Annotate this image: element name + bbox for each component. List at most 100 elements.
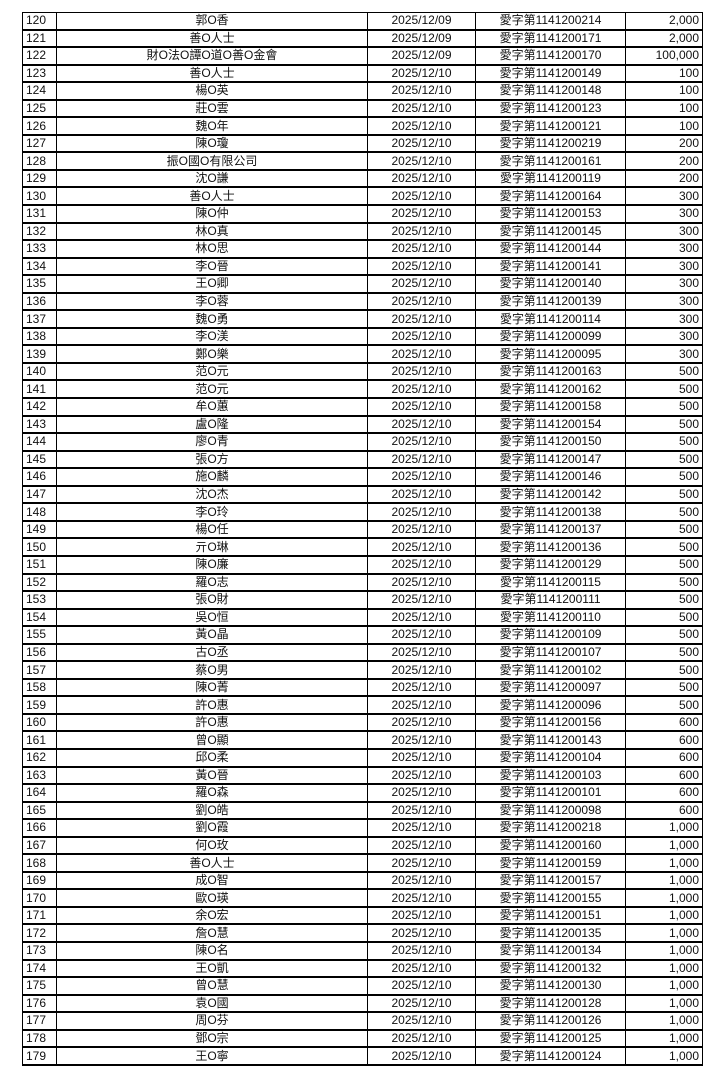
table-row: 134 李O晉 2025/12/10 愛字第1141200141 300 <box>22 257 703 276</box>
amount: 600 <box>625 730 703 750</box>
row-number: 158 <box>22 678 57 697</box>
receipt-number: 愛字第1141200160 <box>475 836 626 855</box>
donor-name: 林O真 <box>56 222 368 241</box>
receipt-number: 愛字第1141200099 <box>475 327 626 346</box>
row-number: 141 <box>22 379 57 399</box>
amount: 1,000 <box>625 976 703 996</box>
donation-date: 2025/12/10 <box>367 713 476 732</box>
donation-date: 2025/12/10 <box>367 573 476 592</box>
table-row: 158 陳O菁 2025/12/10 愛字第1141200097 500 <box>22 678 703 697</box>
row-number: 120 <box>22 11 57 31</box>
receipt-number: 愛字第1141200141 <box>475 257 626 276</box>
amount: 100 <box>625 81 703 101</box>
donation-date: 2025/12/10 <box>367 678 476 697</box>
row-number: 128 <box>22 151 57 171</box>
row-number: 138 <box>22 327 57 346</box>
receipt-number: 愛字第1141200115 <box>475 573 626 592</box>
receipt-number: 愛字第1141200164 <box>475 186 626 206</box>
amount: 500 <box>625 573 703 592</box>
table-row: 129 沈O謙 2025/12/10 愛字第1141200119 200 <box>22 169 703 188</box>
donor-name: 鄧O宗 <box>56 1029 368 1048</box>
table-row: 147 沈O杰 2025/12/10 愛字第1141200142 500 <box>22 485 703 504</box>
donation-date: 2025/12/10 <box>367 976 476 996</box>
row-number: 147 <box>22 485 57 504</box>
donor-name: 善O人士 <box>56 853 368 873</box>
amount: 300 <box>625 344 703 364</box>
row-number: 166 <box>22 818 57 838</box>
amount: 500 <box>625 643 703 662</box>
row-number: 134 <box>22 257 57 276</box>
amount: 500 <box>625 590 703 610</box>
table-row: 168 善O人士 2025/12/10 愛字第1141200159 1,000 <box>22 853 703 873</box>
table-row: 137 魏O勇 2025/12/10 愛字第1141200114 300 <box>22 309 703 329</box>
donor-name: 李O玲 <box>56 502 368 522</box>
receipt-number: 愛字第1141200156 <box>475 713 626 732</box>
donation-date: 2025/12/09 <box>367 29 476 48</box>
receipt-number: 愛字第1141200157 <box>475 871 626 890</box>
donor-name: 沈O謙 <box>56 169 368 188</box>
donation-date: 2025/12/10 <box>367 853 476 873</box>
donor-name: 陳O瓊 <box>56 134 368 153</box>
row-number: 161 <box>22 730 57 750</box>
amount: 500 <box>625 660 703 680</box>
table-row: 145 張O方 2025/12/10 愛字第1141200147 500 <box>22 450 703 469</box>
amount: 300 <box>625 204 703 224</box>
amount: 300 <box>625 309 703 329</box>
table-row: 156 古O丞 2025/12/10 愛字第1141200107 500 <box>22 643 703 662</box>
donation-table: 120 郭O香 2025/12/09 愛字第1141200214 2,000 121 善O人… <box>22 11 703 1066</box>
donor-name: 劉O皓 <box>56 801 368 820</box>
receipt-number: 愛字第1141200143 <box>475 730 626 750</box>
table-row: 121 善O人士 2025/12/09 愛字第1141200171 2,000 <box>22 29 703 48</box>
table-row: 139 鄭O樂 2025/12/10 愛字第1141200095 300 <box>22 344 703 364</box>
donation-date: 2025/12/10 <box>367 397 476 417</box>
donor-name: 范O元 <box>56 379 368 399</box>
row-number: 176 <box>22 994 57 1013</box>
amount: 1,000 <box>625 871 703 890</box>
donor-name: 陳O菁 <box>56 678 368 697</box>
donation-date: 2025/12/10 <box>367 81 476 101</box>
receipt-number: 愛字第1141200124 <box>475 1046 626 1066</box>
row-number: 167 <box>22 836 57 855</box>
receipt-number: 愛字第1141200107 <box>475 643 626 662</box>
amount: 500 <box>625 695 703 715</box>
table-row: 165 劉O皓 2025/12/10 愛字第1141200098 600 <box>22 801 703 820</box>
row-number: 154 <box>22 608 57 627</box>
table-row: 149 楊O任 2025/12/10 愛字第1141200137 500 <box>22 520 703 539</box>
table-row: 151 陳O廉 2025/12/10 愛字第1141200129 500 <box>22 555 703 574</box>
donor-name: 盧O隆 <box>56 415 368 434</box>
row-number: 148 <box>22 502 57 522</box>
table-row: 160 許O惠 2025/12/10 愛字第1141200156 600 <box>22 713 703 732</box>
table-row: 133 林O思 2025/12/10 愛字第1141200144 300 <box>22 239 703 259</box>
donor-name: 牟O蕙 <box>56 397 368 417</box>
table-row: 171 余O宏 2025/12/10 愛字第1141200151 1,000 <box>22 906 703 925</box>
donor-name: 詹O慧 <box>56 923 368 943</box>
donation-table-body: 120 郭O香 2025/12/09 愛字第1141200214 2,000 121 善O人… <box>22 11 703 1066</box>
row-number: 145 <box>22 450 57 469</box>
amount: 300 <box>625 292 703 311</box>
donation-date: 2025/12/10 <box>367 116 476 136</box>
donor-name: 李O蓉 <box>56 292 368 311</box>
receipt-number: 愛字第1141200102 <box>475 660 626 680</box>
row-number: 146 <box>22 467 57 487</box>
donor-name: 張O財 <box>56 590 368 610</box>
table-row: 148 李O玲 2025/12/10 愛字第1141200138 500 <box>22 502 703 522</box>
amount: 500 <box>625 537 703 557</box>
receipt-number: 愛字第1141200096 <box>475 695 626 715</box>
amount: 2,000 <box>625 29 703 48</box>
donor-name: 王O寧 <box>56 1046 368 1066</box>
row-number: 168 <box>22 853 57 873</box>
amount: 1,000 <box>625 888 703 908</box>
table-row: 178 鄧O宗 2025/12/10 愛字第1141200125 1,000 <box>22 1029 703 1048</box>
row-number: 149 <box>22 520 57 539</box>
receipt-number: 愛字第1141200163 <box>475 362 626 381</box>
donation-date: 2025/12/10 <box>367 748 476 768</box>
donation-date: 2025/12/10 <box>367 608 476 627</box>
table-row: 140 范O元 2025/12/10 愛字第1141200163 500 <box>22 362 703 381</box>
receipt-number: 愛字第1141200142 <box>475 485 626 504</box>
donation-date: 2025/12/10 <box>367 415 476 434</box>
receipt-number: 愛字第1141200125 <box>475 1029 626 1048</box>
amount: 500 <box>625 485 703 504</box>
receipt-number: 愛字第1141200145 <box>475 222 626 241</box>
donation-date: 2025/12/10 <box>367 274 476 294</box>
row-number: 177 <box>22 1011 57 1031</box>
